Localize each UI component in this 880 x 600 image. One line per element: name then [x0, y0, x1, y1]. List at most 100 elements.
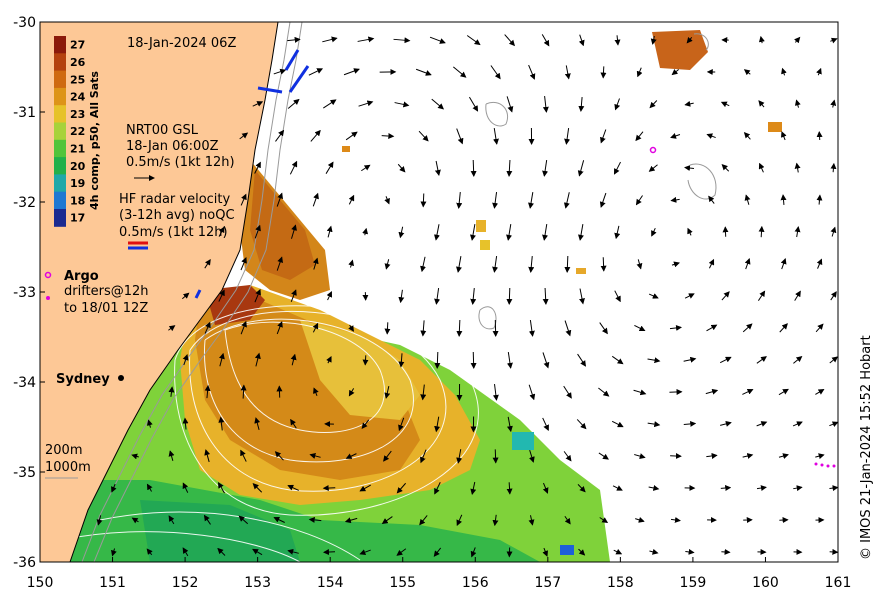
velocity-arrow [398, 417, 405, 432]
velocity-arrow [793, 485, 803, 492]
velocity-arrow [600, 257, 607, 272]
velocity-arrow [542, 287, 549, 305]
velocity-arrow [685, 548, 695, 555]
colorbar-tick-label: 18 [70, 194, 85, 207]
velocity-arrow [492, 192, 499, 209]
velocity-arrow [204, 449, 211, 463]
velocity-arrow [816, 258, 823, 269]
velocity-arrow [528, 449, 535, 463]
x-tick-label: 155 [389, 575, 416, 591]
colorbar-swatch [54, 191, 66, 210]
velocity-arrow [168, 386, 175, 397]
velocity-arrow [542, 352, 550, 369]
velocity-arrow [239, 132, 249, 140]
velocity-arrow [744, 258, 751, 270]
velocity-arrow [650, 35, 657, 45]
velocity-arrow [598, 387, 610, 397]
velocity-arrow [599, 192, 607, 208]
velocity-arrow [470, 481, 477, 495]
velocity-arrow [309, 453, 321, 459]
velocity-arrow [578, 34, 585, 47]
velocity-arrow [218, 289, 225, 302]
velocity-arrow [322, 36, 338, 43]
land [40, 22, 278, 562]
y-tick-label: -30 [13, 15, 36, 31]
velocity-arrow [381, 516, 393, 524]
velocity-arrow [611, 355, 624, 365]
velocity-arrow [781, 67, 787, 76]
velocity-arrow [758, 35, 765, 44]
velocity-arrow [648, 164, 658, 172]
hf-radar-vectors [194, 49, 310, 299]
velocity-arrow [96, 515, 103, 526]
velocity-arrow [614, 98, 621, 111]
velocity-arrow [816, 194, 823, 205]
velocity-arrow [218, 352, 225, 367]
velocity-arrow [470, 224, 476, 241]
velocity-arrow [287, 36, 301, 43]
x-axis: 150 151 152 153 154 155 156 157 158 159 160 161 [27, 557, 851, 591]
argo-label: Argo [64, 269, 99, 284]
velocity-arrow [492, 256, 499, 273]
velocity-arrow [204, 321, 211, 334]
velocity-arrow [649, 100, 658, 109]
velocity-arrow [598, 452, 609, 460]
velocity-arrow [433, 224, 440, 241]
velocity-arrow [362, 227, 369, 236]
velocity-arrow [635, 195, 643, 206]
velocity-arrow [254, 352, 261, 367]
velocity-arrow [742, 323, 753, 333]
x-tick-label: 158 [607, 575, 634, 591]
velocity-arrow [254, 417, 261, 431]
x-tick-label: 150 [27, 575, 54, 591]
velocity-arrow [217, 547, 226, 556]
velocity-arrow [240, 257, 247, 271]
velocity-arrow [708, 195, 715, 204]
velocity-arrow [528, 320, 535, 337]
velocity-arrow [182, 417, 189, 430]
velocity-arrow [542, 417, 549, 431]
velocity-arrow [577, 484, 586, 493]
velocity-arrow [528, 64, 536, 80]
velocity-arrow [758, 225, 765, 238]
velocity-arrow [686, 36, 693, 44]
velocity-arrow [794, 226, 801, 238]
velocity-arrow [756, 421, 768, 427]
velocity-arrow [634, 453, 646, 460]
velocity-arrow [111, 483, 117, 493]
velocity-arrow [348, 388, 355, 397]
colorbar-swatch [54, 122, 66, 141]
gsl-label-1: NRT00 GSL [126, 123, 199, 138]
velocity-arrow [182, 354, 189, 366]
velocity-arrow [816, 67, 822, 76]
velocity-arrow [564, 65, 571, 80]
velocity-arrow [290, 353, 297, 366]
velocity-arrow [345, 453, 357, 459]
velocity-arrow [705, 388, 719, 395]
velocity-arrow [563, 192, 570, 209]
velocity-arrow [254, 224, 261, 239]
velocity-arrow [636, 259, 643, 270]
colorbar-swatch [54, 36, 66, 54]
velocity-arrow [577, 353, 586, 367]
timestamp-label: 18-Jan-2024 06Z [127, 36, 236, 51]
x-tick-label: 154 [317, 575, 344, 591]
x-tick-label: 152 [172, 575, 199, 591]
velocity-arrow [651, 227, 657, 237]
velocity-arrow [453, 66, 467, 78]
velocity-arrow [706, 133, 716, 140]
velocity-arrow [146, 419, 153, 428]
velocity-arrow [276, 192, 283, 207]
velocity-arrow [648, 293, 659, 299]
velocity-arrow [794, 162, 801, 173]
velocity-arrow [240, 193, 247, 206]
velocity-arrow [829, 356, 838, 364]
velocity-arrow [181, 292, 190, 300]
velocity-arrow [577, 160, 585, 177]
velocity-arrow [289, 160, 298, 175]
velocity-arrow [397, 163, 406, 173]
bathy-outlines [478, 33, 717, 330]
velocity-arrow [398, 289, 405, 304]
velocity-arrow [361, 164, 371, 172]
colorbar-swatch [54, 139, 66, 158]
